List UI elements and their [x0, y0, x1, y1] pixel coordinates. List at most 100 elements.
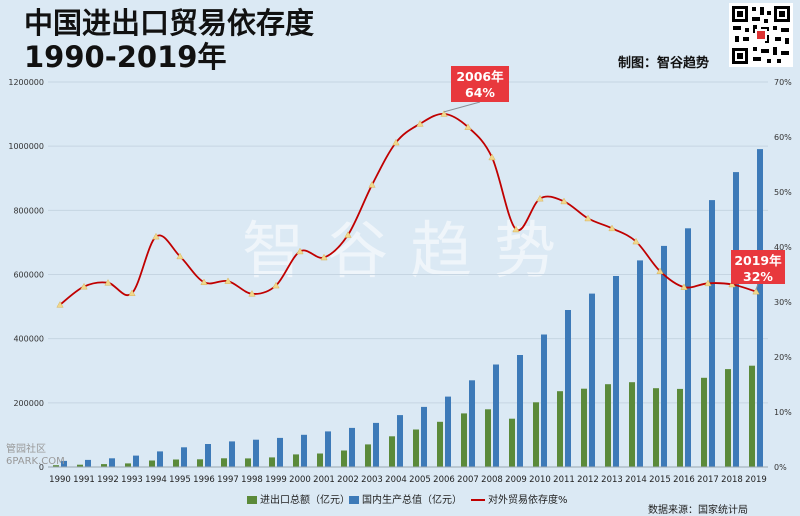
qr-code-icon — [729, 3, 793, 67]
right-tick-label: 0% — [774, 463, 787, 472]
trade-bar — [629, 382, 635, 467]
dependency-point — [392, 138, 400, 146]
left-tick-label: 1200000 — [8, 78, 44, 87]
dependency-point — [728, 280, 736, 288]
trade-bar — [749, 365, 755, 467]
corner-watermark-sub: 6PARK.COM — [6, 456, 65, 467]
legend-item: 对外贸易依存度% — [471, 491, 568, 506]
dependency-point — [656, 267, 664, 275]
gdp-bar — [133, 455, 139, 467]
dependency-point — [416, 120, 424, 127]
x-tick-label: 2009 — [505, 475, 527, 485]
trade-bar — [725, 369, 731, 467]
callout-value: 32% — [743, 269, 773, 284]
dependency-point — [752, 287, 760, 295]
trade-bar — [293, 454, 299, 467]
bars-group — [53, 149, 763, 467]
legend-item: 国内生产总值（亿元） — [349, 491, 462, 506]
gdp-bar — [589, 293, 595, 467]
dependency-point — [320, 253, 328, 261]
gdp-bar — [397, 415, 403, 467]
trade-bar — [533, 402, 539, 467]
trade-bar — [485, 409, 491, 467]
dependency-point — [248, 290, 256, 297]
gdp-bar — [565, 310, 571, 467]
gdp-bar — [421, 406, 427, 467]
gdp-bar — [373, 422, 379, 467]
watermark-text: 智谷趋势 — [242, 214, 578, 287]
x-tick-label: 1996 — [193, 475, 215, 485]
x-tick-label: 2002 — [337, 475, 359, 485]
left-tick-label: 600000 — [13, 271, 44, 280]
left-tick-label: 0 — [39, 463, 44, 472]
trade-bar — [605, 384, 611, 467]
trade-bar — [365, 444, 371, 467]
right-tick-label: 20% — [774, 353, 792, 362]
trade-bar — [221, 458, 227, 467]
maker-credit: 制图：智谷趋势 — [618, 56, 710, 71]
gdp-bar — [301, 434, 307, 467]
dependency-point — [344, 231, 352, 238]
trade-bar — [149, 460, 155, 467]
x-tick-label: 2003 — [361, 475, 383, 485]
gdp-bar — [637, 260, 643, 467]
left-tick-label: 200000 — [13, 399, 44, 408]
left-axis-ticks: 0 200000 400000 600000 800000 1000000 1200000 — [8, 78, 44, 472]
gdp-bar — [541, 334, 547, 467]
dependency-point — [512, 225, 520, 233]
trade-bar — [701, 377, 707, 467]
callout-box — [731, 250, 785, 284]
dependency-point — [128, 289, 136, 297]
dependency-point — [584, 214, 592, 222]
left-tick-label: 1000000 — [8, 142, 44, 151]
gdp-bar — [733, 172, 739, 467]
trade-bar — [413, 429, 419, 467]
callout-box — [451, 66, 509, 102]
trade-bar — [101, 464, 107, 467]
x-tick-label: 1997 — [217, 475, 239, 485]
legend-label: 进出口总额（亿元） — [260, 495, 350, 506]
gdp-bar — [253, 439, 259, 467]
dependency-point — [464, 123, 472, 130]
dependency-point — [176, 252, 184, 260]
dependency-point — [560, 197, 568, 205]
dependency-point — [152, 232, 160, 240]
x-tick-label: 2015 — [649, 475, 671, 485]
x-tick-label: 2000 — [289, 475, 311, 485]
gdp-bar — [661, 245, 667, 467]
right-tick-label: 10% — [774, 408, 792, 417]
x-tick-label: 2006 — [433, 475, 455, 485]
dependency-point — [296, 247, 304, 255]
trade-bar — [53, 465, 59, 467]
x-tick-label: 2004 — [385, 475, 407, 485]
legend-line-swatch — [471, 499, 485, 501]
gdp-bar — [85, 459, 91, 467]
dependency-point — [704, 279, 712, 287]
gdp-bar — [277, 437, 283, 467]
gdp-bar — [685, 228, 691, 467]
trade-bar — [197, 459, 203, 467]
trade-bar — [77, 464, 83, 467]
legend-label: 对外贸易依存度% — [488, 495, 568, 506]
trade-bar — [437, 421, 443, 467]
left-tick-label: 400000 — [13, 335, 44, 344]
trade-bar — [341, 450, 347, 467]
gdp-bar — [61, 460, 67, 467]
dependency-point — [440, 110, 448, 117]
dependency-point — [368, 181, 376, 188]
dependency-point — [608, 224, 616, 232]
right-tick-label: 60% — [774, 133, 792, 142]
dependency-point — [224, 277, 232, 284]
dependency-point — [80, 282, 88, 290]
legend-item: 进出口总额（亿元） — [247, 491, 350, 506]
trade-bar — [125, 463, 131, 467]
x-tick-label: 2010 — [529, 475, 551, 485]
x-tick-label: 1991 — [73, 475, 95, 485]
x-tick-label: 1998 — [241, 475, 263, 485]
gdp-bar — [493, 364, 499, 467]
x-tick-label: 2001 — [313, 475, 335, 485]
x-tick-label: 2011 — [553, 475, 575, 485]
dependency-line-group — [56, 110, 760, 308]
